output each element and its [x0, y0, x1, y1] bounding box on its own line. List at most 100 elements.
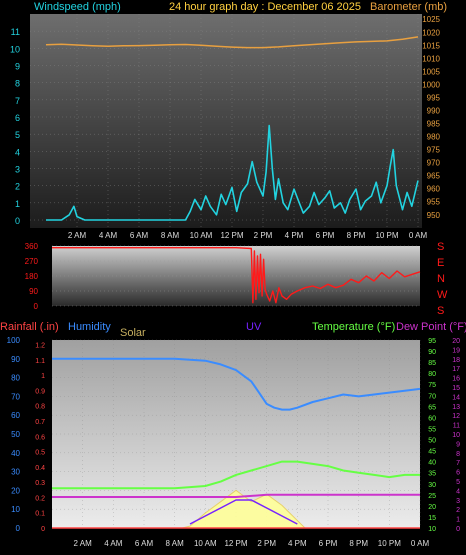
x-tick-label: 8 PM — [347, 231, 366, 240]
x-tick-label: 6 PM — [319, 539, 338, 548]
humidity-line — [52, 357, 421, 411]
dewpoint-y-tick-label: 15 — [452, 385, 460, 392]
humidity-y-tick-label: 0 — [16, 524, 21, 533]
dewpoint-y-tick-label: 10 — [452, 432, 460, 439]
solar-label: Solar — [120, 327, 146, 339]
wind-y-tick-label: 10 — [10, 44, 20, 54]
rainfall-y-tick-label: 1.2 — [35, 343, 45, 350]
barometer-y-tick-label: 950 — [427, 211, 441, 220]
x-tick-label: 8 AM — [161, 231, 180, 240]
temperature-y-tick-label: 15 — [428, 515, 436, 522]
rainfall-y-tick-label: 0.3 — [35, 480, 45, 487]
barometer-y-tick-label: 975 — [427, 146, 441, 155]
barometer-y-tick-label: 990 — [427, 106, 441, 115]
x-tick-label: 10 PM — [375, 231, 398, 240]
dewpoint-y-tick-label: 9 — [456, 441, 460, 448]
x-tick-label: 4 AM — [99, 231, 118, 240]
wind-y-tick-label: 4 — [15, 147, 20, 157]
x-tick-label: 4 PM — [288, 539, 307, 548]
dewpoint-y-tick-label: 11 — [453, 423, 460, 430]
temperature-y-tick-label: 45 — [428, 449, 436, 456]
barometer-y-tick-label: 1000 — [422, 80, 440, 89]
dewpoint-y-tick-label: 7 — [456, 460, 460, 467]
dewpoint-y-tick-label: 19 — [452, 347, 460, 354]
dewpoint-y-tick-label: 5 — [456, 479, 460, 486]
direction-y-tick-label: 0 — [34, 302, 39, 311]
wind-y-tick-label: 0 — [15, 216, 20, 226]
wind-direction-line — [52, 246, 421, 304]
temperature-y-tick-label: 95 — [428, 338, 436, 345]
barometer-line — [45, 36, 419, 49]
direction-letter-w: W — [437, 289, 448, 301]
x-tick-label: 4 AM — [104, 539, 123, 548]
x-tick-label: 6 AM — [135, 539, 154, 548]
rainfall-y-tick-label: 0.8 — [35, 404, 45, 411]
humidity-y-tick-label: 70 — [11, 392, 20, 401]
dewpoint-y-tick-label: 6 — [456, 470, 460, 477]
temperature-y-tick-label: 25 — [428, 493, 436, 500]
dewpoint-y-tick-label: 1 — [456, 517, 460, 524]
wind-y-tick-label: 7 — [15, 96, 20, 106]
x-tick-label: 8 PM — [349, 539, 368, 548]
dewpoint-line — [52, 493, 420, 498]
barometer-y-tick-label: 970 — [427, 159, 441, 168]
x-tick-label: 2 PM — [254, 231, 273, 240]
rainfall-y-tick-label: 0.9 — [35, 388, 45, 395]
rainfall-y-tick-label: 0.6 — [35, 434, 45, 441]
x-tick-label: 10 AM — [190, 231, 213, 240]
windspeed-line — [46, 124, 419, 221]
humidity-y-tick-label: 40 — [11, 449, 20, 458]
humidity-y-tick-label: 100 — [7, 336, 21, 345]
windspeed-axis-label: Windspeed (mph) — [34, 1, 121, 13]
x-tick-label: 2 AM — [68, 231, 87, 240]
barometer-y-tick-label: 955 — [427, 198, 441, 207]
rainfall-y-tick-label: 0.2 — [35, 495, 45, 502]
temperature-y-tick-label: 65 — [428, 404, 436, 411]
temperature-y-tick-label: 80 — [428, 371, 436, 378]
direction-y-tick-label: 90 — [29, 287, 38, 296]
dewpoint-y-tick-label: 16 — [452, 376, 460, 383]
rainfall-y-tick-label: 0 — [41, 526, 45, 533]
temperature-label: Temperature (°F) — [312, 321, 395, 333]
x-tick-label: 12 PM — [220, 231, 243, 240]
chart-title: 24 hour graph day : December 06 2025 — [169, 1, 361, 13]
x-tick-label: 0 AM — [409, 231, 428, 240]
barometer-y-tick-label: 1020 — [422, 28, 440, 37]
dewpoint-y-tick-label: 2 — [456, 507, 460, 514]
solar-area — [182, 489, 307, 529]
x-tick-label: 8 AM — [166, 539, 185, 548]
x-tick-label: 12 PM — [224, 539, 247, 548]
dewpoint-y-tick-label: 14 — [452, 394, 460, 401]
humidity-y-tick-label: 10 — [11, 505, 20, 514]
wind-y-tick-label: 6 — [15, 113, 20, 123]
wind-y-tick-label: 3 — [15, 165, 20, 175]
direction-y-tick-label: 360 — [25, 242, 39, 251]
humidity-y-tick-label: 90 — [11, 355, 20, 364]
temperature-y-tick-label: 60 — [428, 415, 436, 422]
temperature-y-tick-label: 75 — [428, 382, 436, 389]
dewpoint-y-tick-label: 12 — [452, 413, 460, 420]
barometer-y-tick-label: 1015 — [422, 41, 440, 50]
direction-letter-s2: S — [437, 305, 444, 317]
temperature-y-tick-label: 55 — [428, 426, 436, 433]
rainfall-y-tick-label: 0.1 — [35, 511, 45, 518]
dewpoint-y-tick-label: 20 — [452, 338, 460, 345]
humidity-y-tick-label: 30 — [11, 468, 20, 477]
dewpoint-y-tick-label: 3 — [456, 498, 460, 505]
temperature-y-tick-label: 10 — [428, 526, 436, 533]
dewpoint-y-tick-label: 4 — [456, 488, 460, 495]
temperature-y-tick-label: 30 — [428, 482, 436, 489]
temperature-y-tick-label: 85 — [428, 360, 436, 367]
direction-letter-s1: S — [437, 241, 444, 253]
humidity-y-tick-label: 60 — [11, 411, 20, 420]
rainfall-y-tick-label: 0.7 — [35, 419, 45, 426]
dewpoint-y-tick-label: 8 — [456, 451, 460, 458]
direction-y-tick-label: 180 — [25, 272, 39, 281]
barometer-y-tick-label: 1010 — [422, 54, 440, 63]
temperature-y-tick-label: 40 — [428, 460, 436, 467]
direction-letter-e: E — [437, 257, 444, 269]
humidity-y-tick-label: 80 — [11, 374, 20, 383]
temperature-y-tick-label: 90 — [428, 349, 436, 356]
rainfall-y-tick-label: 0.5 — [35, 450, 45, 457]
